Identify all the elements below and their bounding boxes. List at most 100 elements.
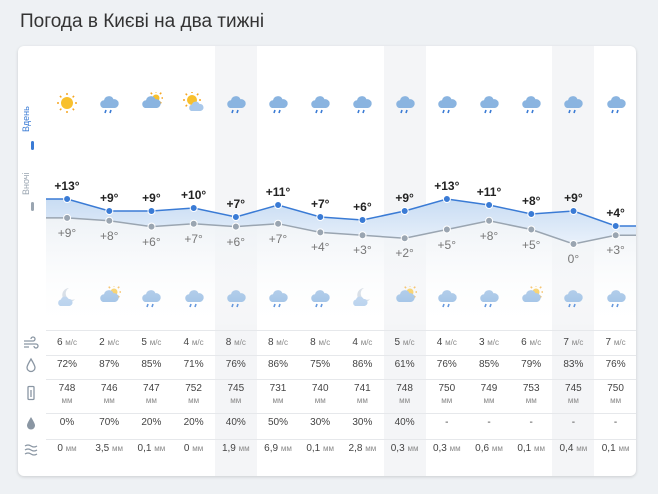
cloud-rain-icon bbox=[350, 92, 374, 114]
cloud-sun-icon bbox=[97, 284, 122, 308]
cloud-rain-icon bbox=[519, 92, 543, 114]
pressure-unit: мм bbox=[103, 396, 115, 405]
row-divider bbox=[46, 330, 636, 331]
precip-cell: 0,6 мм bbox=[468, 443, 510, 455]
precip-cell: 0,1 мм bbox=[130, 443, 172, 455]
wind-unit: м/с bbox=[65, 338, 78, 347]
humidity-cell: 71% bbox=[173, 359, 215, 371]
humidity-value: 85% bbox=[478, 359, 499, 370]
cloud-rain-icon bbox=[182, 286, 206, 308]
min-temp-label: +4° bbox=[310, 240, 330, 255]
row-divider bbox=[46, 413, 636, 414]
night-marker bbox=[31, 202, 34, 211]
wind-icon bbox=[23, 335, 39, 351]
wind-cell: 3 м/с bbox=[468, 337, 510, 349]
humidity-value: 87% bbox=[99, 359, 120, 370]
row-divider bbox=[46, 439, 636, 440]
precip-unit: мм bbox=[154, 444, 166, 453]
cloud-rain-icon bbox=[477, 286, 501, 308]
pressure-cell: 753 мм bbox=[510, 383, 552, 407]
sun-cloud-icon bbox=[182, 91, 206, 114]
wind-value: 5 bbox=[394, 337, 401, 348]
max-temp-label: +6° bbox=[353, 200, 372, 214]
cloud-rain-icon bbox=[266, 92, 290, 114]
max-temp-label: +13° bbox=[434, 179, 460, 193]
pressure-cell: 731 мм bbox=[257, 383, 299, 407]
pressure-value: 745 bbox=[227, 383, 245, 394]
precip-value: 6,9 bbox=[264, 443, 279, 454]
cloud-sun-icon bbox=[139, 90, 164, 114]
precip-value: 0,3 bbox=[432, 443, 447, 454]
cloud-rain-icon bbox=[266, 286, 290, 308]
precip-prob-value: 50% bbox=[267, 417, 288, 428]
wind-unit: м/с bbox=[191, 338, 204, 347]
wind-unit: м/с bbox=[276, 338, 289, 347]
wind-value: 5 bbox=[141, 337, 147, 348]
pressure-value: 741 bbox=[354, 383, 371, 394]
wind-value: 4 bbox=[183, 337, 190, 348]
pressure-icon bbox=[23, 385, 39, 401]
pressure-value: 740 bbox=[311, 383, 329, 394]
precip-unit: мм bbox=[365, 444, 377, 453]
pressure-value: 750 bbox=[607, 383, 624, 394]
precip-prob-cell: 0% bbox=[46, 417, 88, 429]
humidity-cell: 86% bbox=[341, 359, 383, 371]
max-temp-label: +9° bbox=[99, 191, 119, 205]
wind-cell: 4 м/с bbox=[341, 337, 383, 349]
wind-value: 4 bbox=[352, 337, 358, 348]
pressure-unit: мм bbox=[61, 396, 73, 405]
precip-prob-value: 70% bbox=[99, 417, 120, 428]
night-label: Вночі bbox=[21, 172, 31, 195]
max-temp-label: +8° bbox=[521, 194, 541, 208]
wind-unit: м/с bbox=[402, 338, 415, 347]
max-temp-label: +10° bbox=[181, 188, 207, 202]
wind-cell: 5 м/с bbox=[130, 337, 172, 349]
wind-value: 6 bbox=[521, 337, 527, 348]
humidity-value: 83% bbox=[563, 359, 584, 370]
pressure-unit: мм bbox=[567, 396, 579, 405]
pressure-cell: 745 мм bbox=[552, 383, 594, 407]
precip-value: 0 bbox=[183, 443, 190, 454]
pressure-unit: мм bbox=[145, 396, 157, 405]
wind-cell: 6 м/с bbox=[46, 337, 88, 349]
pressure-value: 748 bbox=[396, 383, 413, 394]
humidity-value: 71% bbox=[183, 359, 204, 370]
precip-prob-cell: 40% bbox=[384, 417, 426, 429]
min-temp-label: +8° bbox=[479, 228, 499, 243]
wind-value: 7 bbox=[605, 337, 612, 348]
precip-unit: мм bbox=[238, 444, 250, 453]
precip-value: 3,5 bbox=[95, 443, 110, 454]
metrics-table: 6 м/с 72% 748 мм 0% 0 мм 2 м/с 87% 746 мм 70% 3,5 м… bbox=[18, 330, 636, 476]
precip-prob-value: 40% bbox=[225, 417, 246, 428]
humidity-cell: 76% bbox=[215, 359, 257, 371]
wind-cell: 4 м/с bbox=[426, 337, 468, 349]
humidity-cell: 85% bbox=[130, 359, 172, 371]
precip-unit: мм bbox=[192, 444, 204, 453]
precip-unit: мм bbox=[407, 444, 419, 453]
cloud-rain-icon bbox=[393, 92, 417, 114]
pressure-cell: 752 мм bbox=[173, 383, 215, 407]
max-temp-label: +9° bbox=[564, 191, 583, 205]
moon-cloud-icon bbox=[350, 286, 374, 308]
wind-unit: м/с bbox=[318, 338, 331, 347]
precip-value: 2,8 bbox=[348, 443, 363, 454]
precip-prob-cell: - bbox=[426, 417, 468, 429]
precip-prob-cell: 20% bbox=[130, 417, 172, 429]
cloud-rain-icon bbox=[435, 92, 459, 114]
cloud-rain-icon bbox=[139, 286, 163, 308]
humidity-cell: 83% bbox=[552, 359, 594, 371]
row-divider bbox=[46, 355, 636, 356]
humidity-cell: 72% bbox=[46, 359, 88, 371]
precip-prob-cell: - bbox=[552, 417, 594, 429]
precip-prob-value: 0% bbox=[59, 417, 75, 428]
precip-value: 0,3 bbox=[390, 443, 405, 454]
precip-value: 0,6 bbox=[475, 443, 490, 454]
pressure-value: 731 bbox=[269, 383, 287, 394]
precip-unit: мм bbox=[280, 444, 292, 453]
humidity-cell: 76% bbox=[426, 359, 468, 371]
humidity-value: 72% bbox=[56, 359, 77, 370]
humidity-cell: 85% bbox=[468, 359, 510, 371]
pressure-cell: 749 мм bbox=[468, 383, 510, 407]
precip-unit: мм bbox=[449, 444, 461, 453]
cloud-rain-icon bbox=[435, 286, 459, 308]
